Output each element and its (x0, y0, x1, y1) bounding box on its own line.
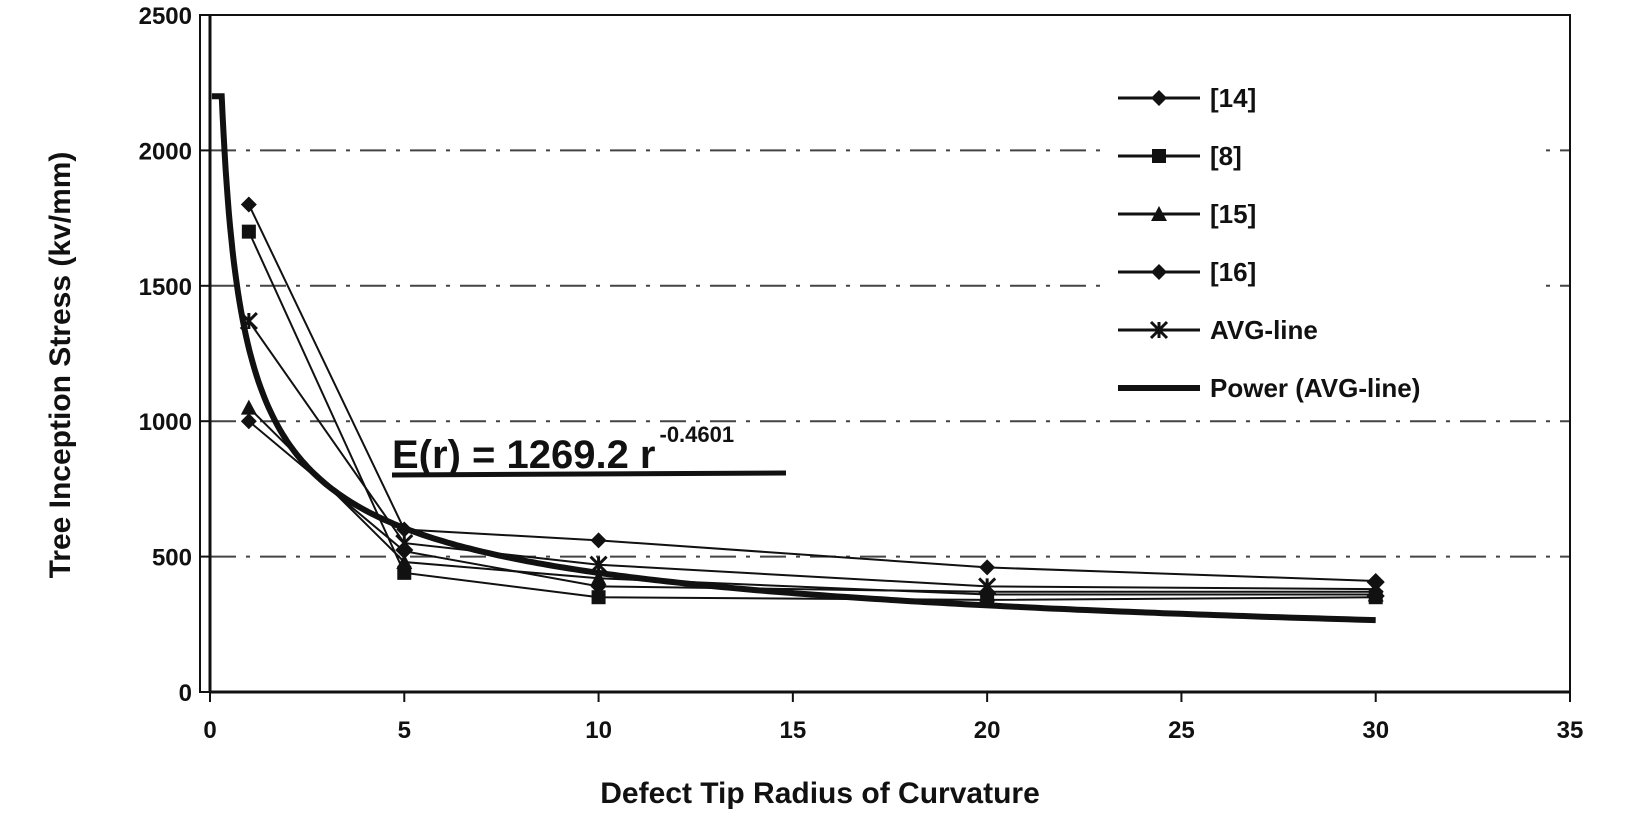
x-tick-label-6: 30 (1362, 717, 1389, 744)
equation-text: E(r) = 1269.2 r -0.4601 (392, 422, 734, 477)
y-tick-label-0: 0 (179, 680, 192, 707)
equation-exponent: -0.4601 (660, 422, 735, 447)
series-3 (240, 413, 1384, 600)
series-2-point-2 (590, 570, 607, 586)
x-tick-label-5: 25 (1168, 717, 1195, 744)
series-1-point-0 (241, 224, 256, 239)
y-tick-label-1: 500 (152, 545, 192, 572)
series-3-point-0 (240, 413, 257, 430)
trendline-equation: E(r) = 1269.2 r -0.4601 (391, 422, 787, 478)
series-1-point-2 (591, 590, 606, 605)
series-layer (239, 196, 1385, 607)
series-4-point-1 (395, 533, 414, 553)
y-tick-label-3: 1500 (139, 274, 192, 301)
series-4-point-4 (1366, 580, 1385, 599)
legend-marker-2 (1151, 206, 1167, 221)
series-2-point-1 (396, 554, 413, 570)
legend-marker-3 (1151, 264, 1167, 280)
legend: [14] [8] [15] [16] AVG-line Power (AVG-line) (1118, 83, 1420, 403)
legend-item-5: Power (AVG-line) (1118, 373, 1420, 403)
trendline-power (211, 93, 1376, 624)
series-3-point-2 (590, 578, 607, 595)
legend-background (1108, 60, 1538, 420)
y-tick-label-2: 1000 (139, 409, 192, 436)
series-4 (239, 311, 1385, 599)
legend-label-3: [16] (1210, 257, 1256, 287)
y-tick-label-5: 2500 (139, 3, 192, 30)
series-2-point-0 (240, 399, 257, 415)
legend-label-4: AVG-line (1210, 315, 1318, 345)
legend-label-2: [15] (1210, 199, 1256, 229)
legend-marker-1 (1152, 149, 1166, 163)
x-tick-label-0: 0 (203, 717, 216, 744)
axes: 0 500 1000 1500 2000 2500 0 5 10 15 20 25 30 35 (139, 3, 1584, 744)
series-0-point-0 (240, 196, 257, 213)
series-0-point-3 (979, 559, 996, 576)
legend-marker-0 (1151, 90, 1167, 106)
x-tick-label-1: 5 (398, 717, 411, 744)
x-tick-label-2: 10 (585, 717, 612, 744)
legend-item-3: [16] (1118, 257, 1256, 287)
equation-base: E(r) = 1269.2 r (392, 433, 656, 477)
legend-item-4: AVG-line (1118, 315, 1318, 345)
x-tick-label-4: 20 (974, 717, 1001, 744)
y-tick-label-4: 2000 (139, 138, 192, 165)
x-tick-label-3: 15 (780, 717, 807, 744)
series-0-point-2 (590, 532, 607, 549)
equation-underline (391, 470, 787, 478)
legend-item-2: [15] (1118, 199, 1256, 229)
legend-label-5: Power (AVG-line) (1210, 373, 1420, 403)
series-4-point-3 (978, 577, 997, 596)
legend-label-0: [14] (1210, 83, 1256, 113)
trendline-layer (211, 93, 1376, 624)
y-axis-title: Tree Inception Stress (kv/mm) (44, 152, 77, 579)
series-1-point-1 (397, 565, 412, 580)
legend-item-0: [14] (1118, 83, 1256, 113)
legend-marker-4 (1149, 320, 1169, 340)
x-axis-title: Defect Tip Radius of Curvature (600, 777, 1040, 810)
legend-label-1: [8] (1210, 141, 1242, 171)
x-tick-label-7: 35 (1557, 717, 1584, 744)
legend-item-1: [8] (1118, 141, 1242, 171)
